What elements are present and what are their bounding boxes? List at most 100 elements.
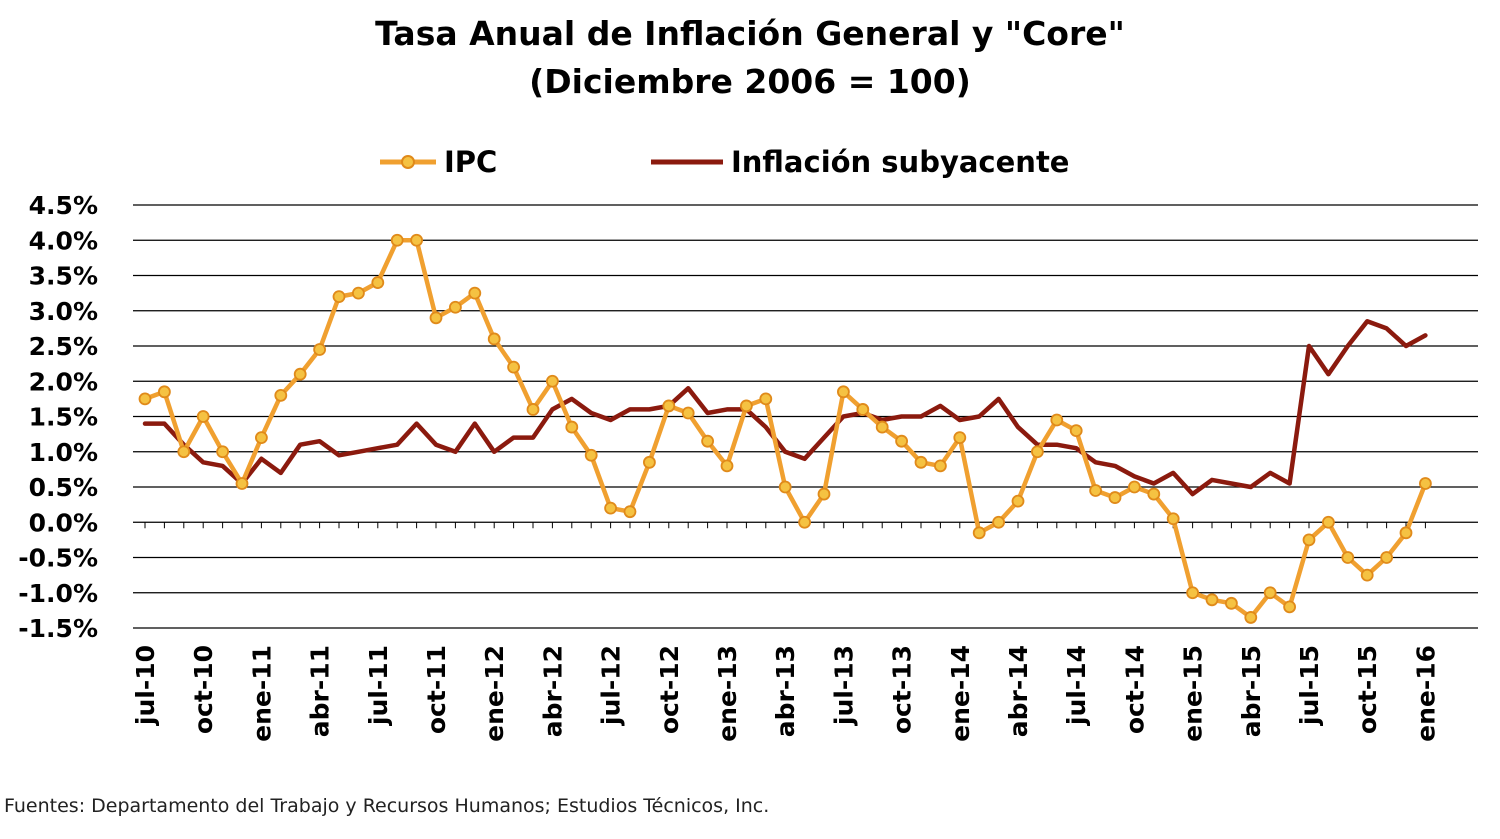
legend-item-core: Inflación subyacente <box>649 140 1069 184</box>
data-point-ipc <box>1302 533 1316 547</box>
x-tick-label: ene-16 <box>1411 645 1440 742</box>
data-point-ipc <box>720 459 734 473</box>
data-point-ipc <box>371 276 385 289</box>
data-point-ipc <box>1031 445 1044 459</box>
y-tick-label: 1.0% <box>29 438 98 467</box>
data-point-ipc <box>604 501 617 515</box>
x-tick-label: oct-12 <box>655 645 684 734</box>
data-point-ipc <box>759 392 773 406</box>
x-tick-label: jul-12 <box>597 645 626 726</box>
x-tick-label: jul-14 <box>1062 645 1091 726</box>
data-point-ipc <box>526 403 540 416</box>
data-point-ipc <box>1166 512 1180 526</box>
data-point-ipc <box>643 455 656 469</box>
data-point-ipc <box>196 410 210 423</box>
x-tick-label: oct-13 <box>888 645 917 734</box>
x-tick-label: jul-15 <box>1295 645 1324 726</box>
data-point-ipc <box>293 367 307 381</box>
x-tick-label: abr-15 <box>1237 645 1266 737</box>
data-point-ipc <box>798 515 811 529</box>
x-tick-label: ene-14 <box>946 645 975 742</box>
data-point-ipc <box>429 311 443 325</box>
y-tick-label: 3.0% <box>29 297 98 326</box>
data-point-ipc <box>157 385 171 399</box>
data-point-ipc <box>1380 551 1393 564</box>
data-point-ipc <box>1069 424 1083 438</box>
data-point-ipc <box>177 445 191 459</box>
y-tick-label: 2.0% <box>29 367 98 396</box>
data-point-ipc <box>468 286 482 300</box>
data-point-ipc <box>1011 494 1025 508</box>
x-tick-label: ene-15 <box>1179 645 1208 742</box>
y-tick-label: -0.5% <box>18 544 98 573</box>
x-tick-label: ene-13 <box>713 645 742 742</box>
data-point-ipc <box>1283 600 1296 614</box>
data-point-ipc <box>1360 568 1374 582</box>
data-point-ipc <box>1244 611 1258 624</box>
x-tick-label: ene-12 <box>480 645 509 742</box>
data-point-ipc <box>448 300 462 314</box>
y-tick-label: -1.0% <box>18 579 98 608</box>
x-tick-label: abr-11 <box>306 645 335 737</box>
legend-label-core: Inflación subyacente <box>731 145 1070 179</box>
data-point-ipc <box>565 420 579 434</box>
data-point-ipc <box>1225 596 1238 610</box>
data-point-ipc <box>992 515 1005 529</box>
data-point-ipc <box>1419 477 1432 490</box>
x-tick-label: abr-13 <box>771 645 800 737</box>
y-tick-label: 4.0% <box>29 226 98 255</box>
legend-line-core-icon <box>651 159 723 165</box>
data-point-ipc <box>1089 484 1102 497</box>
y-tick-label: -1.5% <box>18 614 98 643</box>
data-point-ipc <box>390 233 404 247</box>
series-layer <box>138 233 1432 624</box>
data-point-ipc <box>507 360 520 374</box>
data-point-ipc <box>895 434 908 448</box>
x-tick-label: jul-13 <box>829 645 858 726</box>
data-point-ipc <box>778 480 792 494</box>
data-point-ipc <box>1399 526 1413 540</box>
gridlines <box>133 204 1478 629</box>
data-point-ipc <box>1322 515 1335 529</box>
data-point-ipc <box>817 487 831 501</box>
y-tick-label: 1.5% <box>29 403 98 432</box>
data-point-ipc <box>972 526 986 540</box>
x-tick-label: oct-15 <box>1353 645 1382 734</box>
chart-subtitle: (Diciembre 2006 = 100) <box>529 62 971 101</box>
data-point-ipc <box>740 399 753 413</box>
data-point-ipc <box>837 385 850 399</box>
x-tick-label: ene-11 <box>247 645 276 742</box>
data-point-ipc <box>914 455 928 469</box>
y-tick-label: 0.0% <box>29 508 98 537</box>
data-point-ipc <box>623 505 637 519</box>
legend-line-marker-ipc-icon <box>380 155 436 169</box>
data-point-ipc <box>1108 491 1122 504</box>
x-tick-label: oct-14 <box>1120 645 1149 734</box>
data-point-ipc <box>351 286 365 300</box>
data-point-ipc <box>1186 586 1199 600</box>
series-line-core <box>142 319 1428 497</box>
data-point-ipc <box>1050 413 1064 427</box>
data-point-ipc <box>332 290 346 304</box>
data-point-ipc <box>487 332 501 346</box>
data-point-ipc <box>1263 586 1277 600</box>
data-point-ipc <box>1147 487 1161 501</box>
x-axis-labels: jul-10 oct-10 ene-11 abr-11 jul-11 oct-11 ene-… <box>131 645 1440 742</box>
data-point-ipc <box>681 406 695 420</box>
data-point-ipc <box>546 374 559 388</box>
data-point-ipc <box>1205 593 1219 607</box>
data-point-ipc <box>254 431 268 445</box>
x-tick-label: abr-14 <box>1004 645 1033 737</box>
x-tick-label: oct-10 <box>189 645 218 734</box>
source-footnote: Fuentes: Departamento del Trabajo y Recu… <box>4 795 770 817</box>
y-tick-label: 0.5% <box>29 473 98 502</box>
x-tick-label: abr-12 <box>538 645 567 737</box>
chart-title: Tasa Anual de Inflación General y "Core" <box>375 14 1125 53</box>
y-tick-label: 2.5% <box>29 332 98 361</box>
data-point-ipc <box>1341 551 1355 564</box>
data-point-ipc <box>138 392 152 406</box>
data-point-ipc <box>662 399 676 413</box>
y-tick-label: 3.5% <box>29 262 98 291</box>
y-axis-labels: 4.5% 4.0% 3.5% 3.0% 2.5% 2.0% 1.5% 1.0% 0.5% 0.0%… <box>18 191 98 643</box>
